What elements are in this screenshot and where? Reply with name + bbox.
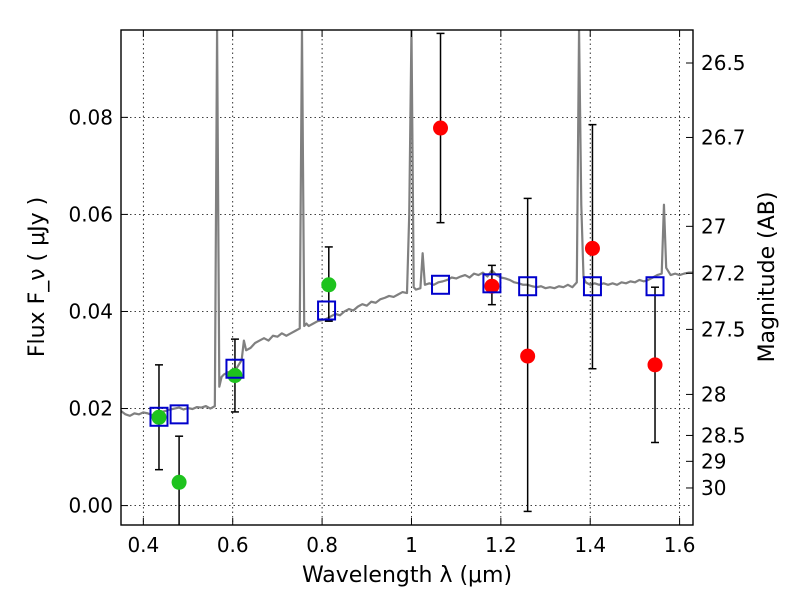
- data-point: [520, 348, 536, 364]
- mag-tick-label: 27.2: [701, 261, 746, 285]
- x-tick-label: 1.4: [574, 533, 606, 557]
- data-point: [433, 120, 449, 136]
- data-point: [484, 278, 500, 294]
- model-point: [482, 273, 502, 294]
- axis-tick-labels: 0.4 0.6 0.8 1 1.2 1.4 1.6 0.00 0.02 0.04 0.06 0.08 2…: [68, 51, 745, 557]
- data-point: [151, 409, 167, 425]
- y-tick-label: 0.06: [68, 202, 113, 226]
- model-point: [645, 276, 665, 297]
- mag-tick-label: 28: [701, 382, 726, 406]
- model-point: [225, 358, 245, 379]
- mag-tick-label: 26.5: [701, 51, 746, 75]
- spectrum-series: [121, 30, 693, 417]
- mag-tick-label: 27: [701, 214, 726, 238]
- x-tick-label: 1.6: [664, 533, 696, 557]
- data-point: [647, 357, 663, 373]
- x-axis-label: Wavelength λ (μm): [302, 563, 512, 588]
- x-tick-label: 0.4: [127, 533, 159, 557]
- model-point: [317, 300, 337, 321]
- model-point: [169, 404, 189, 425]
- model-point: [149, 406, 169, 427]
- data-point: [171, 474, 187, 490]
- markers: [149, 120, 665, 490]
- plot-area: [121, 30, 693, 525]
- axis-ticks: [121, 30, 693, 525]
- spectrum-line: [121, 30, 693, 417]
- mag-tick-label: 28.5: [701, 423, 746, 447]
- mag-tick-label: 27.5: [701, 317, 746, 341]
- y-axis-label-right: Magnitude (AB): [755, 192, 780, 363]
- y-tick-label: 0.08: [68, 105, 113, 129]
- mag-tick-label: 29: [701, 449, 726, 473]
- mag-tick-label: 30: [701, 476, 726, 500]
- plot-frame: [120, 29, 694, 526]
- model-point: [582, 276, 602, 297]
- x-tick-label: 0.8: [306, 533, 338, 557]
- data-point: [584, 240, 600, 256]
- x-tick-label: 1: [405, 533, 418, 557]
- x-tick-label: 1.2: [485, 533, 517, 557]
- mag-tick-label: 26.7: [701, 125, 746, 149]
- x-tick-label: 0.6: [217, 533, 249, 557]
- y-tick-label: 0.02: [68, 397, 113, 421]
- y-axis-label-left: Flux F_ν ( μJy ): [25, 197, 50, 357]
- y-tick-label: 0.04: [68, 299, 113, 323]
- data-point: [227, 368, 243, 384]
- model-point: [518, 276, 538, 297]
- y-tick-label: 0.00: [68, 494, 113, 518]
- model-point: [431, 274, 451, 295]
- data-point: [321, 277, 337, 293]
